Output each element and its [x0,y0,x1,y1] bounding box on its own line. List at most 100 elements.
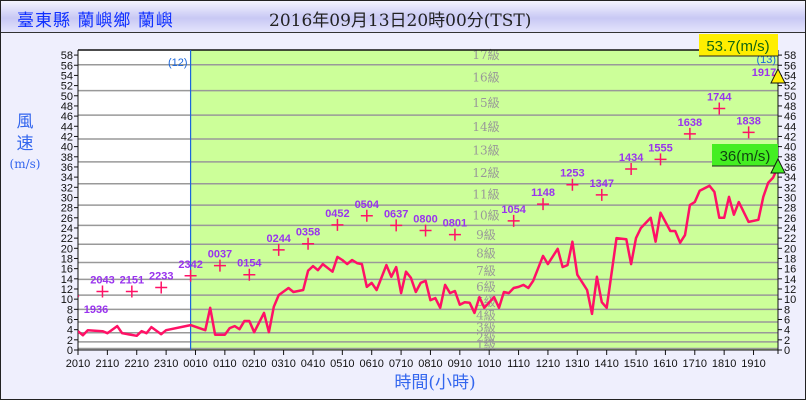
x-tick-label: 1110 [507,358,530,370]
y-tick-label-right: 40 [784,142,796,154]
y-tick-label-right: 46 [784,111,796,123]
y-tick-label-right: 22 [784,233,796,245]
gust-time-label: 2151 [120,275,144,287]
y-tick-label-left: 8 [67,304,73,316]
y-tick-label-left: 46 [61,111,73,123]
y-tick-label-left: 4 [67,325,73,337]
x-tick-label: 1410 [594,358,618,370]
y-tick-label-left: 56 [61,60,73,72]
y-tick-label-left: 10 [61,294,73,306]
gust-marker [625,162,638,175]
gust-time-label: 2342 [178,259,202,271]
y-tick-label-left: 52 [61,81,73,93]
gust-marker [184,269,197,282]
day-marker-label: (12) [168,57,188,69]
beaufort-level-label: 6級 [476,280,496,294]
y-tick-label-left: 30 [61,192,73,204]
x-tick-label: 0410 [301,358,325,370]
y-tick-label-left: 26 [61,213,73,225]
gust-time-label: 0244 [266,233,291,245]
beaufort-level-label: 17級 [472,48,499,62]
y-axis-label-char: 風 [17,112,34,132]
y-tick-label-right: 30 [784,192,796,204]
gust-marker [566,178,579,191]
y-tick-label-left: 2 [67,335,73,347]
day-marker-label: (13) [756,54,776,66]
y-tick-label-left: 54 [61,70,73,82]
y-tick-label-left: 28 [61,203,73,215]
y-tick-label-right: 8 [784,304,790,316]
max-wind-label: 36(m/s) [720,148,771,165]
beaufort-level-label: 7級 [476,264,496,278]
x-tick-label: 1910 [741,358,765,370]
y-tick-label-left: 0 [67,345,73,357]
gust-time-label: 0358 [296,227,320,239]
gust-marker [713,102,726,115]
gust-time-label: 0154 [237,258,262,270]
gust-marker [243,268,256,281]
x-tick-label: 2110 [96,358,120,370]
y-tick-label-left: 18 [61,253,73,265]
y-tick-label-left: 34 [61,172,73,184]
y-tick-label-left: 42 [61,131,73,143]
y-tick-label-left: 58 [61,50,73,62]
gust-marker [448,228,461,241]
beaufort-level-label: 10級 [472,208,499,222]
y-tick-label-left: 44 [61,121,73,133]
y-tick-label-right: 0 [784,345,790,357]
x-tick-label: 1210 [536,358,560,370]
y-tick-label-right: 58 [784,50,796,62]
gust-time-label: 0801 [443,218,467,230]
y-tick-label-right: 36 [784,162,796,174]
y-tick-label-right: 54 [784,70,796,82]
gust-time-label: 0452 [325,208,349,220]
y-tick-label-left: 12 [61,284,73,296]
x-tick-label: 1310 [565,358,589,370]
x-tick-label: 1810 [712,358,736,370]
x-tick-label: 1610 [653,358,677,370]
y-axis-label-char: 速 [17,134,34,154]
y-tick-label-right: 18 [784,253,796,265]
gust-time-label: 0800 [413,214,437,226]
beaufort-level-label: 9級 [476,228,496,242]
x-tick-label: 0110 [213,358,237,370]
y-tick-label-left: 24 [61,223,73,235]
y-tick-label-right: 24 [784,223,796,235]
beaufort-level-label: 3級 [476,320,496,334]
gust-time-label: 2043 [90,275,114,287]
y-tick-label-right: 10 [784,294,796,306]
max-gust-box [699,34,778,56]
gust-time-label: 1638 [678,117,702,129]
y-tick-label-left: 14 [61,274,73,286]
beaufort-level-label: 14級 [472,120,499,134]
beaufort-level-label: 12級 [472,166,499,180]
gust-marker [302,237,315,250]
gust-marker [595,188,608,201]
y-tick-label-right: 52 [784,81,796,93]
x-tick-label: 1710 [683,358,707,370]
max-gust-label: 53.7(m/s) [706,38,769,55]
y-tick-label-right: 28 [784,203,796,215]
y-tick-label-left: 50 [61,91,73,103]
gust-marker [507,214,520,227]
beaufort-level-label: 11級 [472,187,499,201]
x-tick-label: 0210 [242,358,266,370]
y-tick-label-right: 16 [784,264,796,276]
y-tick-label-left: 36 [61,162,73,174]
observation-datetime: 2016年09月13日20時00分(TST) [269,11,532,31]
y-tick-label-right: 50 [784,91,796,103]
y-tick-label-right: 48 [784,101,796,113]
gust-time-label: 1744 [707,91,732,103]
beaufort-level-label: 8級 [476,246,496,260]
gust-time-label: 1054 [501,204,526,216]
x-axis-label: 時間(小時) [394,373,475,393]
y-tick-label-right: 42 [784,131,796,143]
y-tick-label-left: 40 [61,142,73,154]
gust-time-label: 2233 [149,270,173,282]
max-gust-triangle-icon [770,67,786,84]
gust-time-label: 0037 [208,249,232,261]
y-tick-label-left: 20 [61,243,73,255]
gust-time-label: 1347 [590,178,614,190]
y-tick-label-right: 6 [784,314,790,326]
